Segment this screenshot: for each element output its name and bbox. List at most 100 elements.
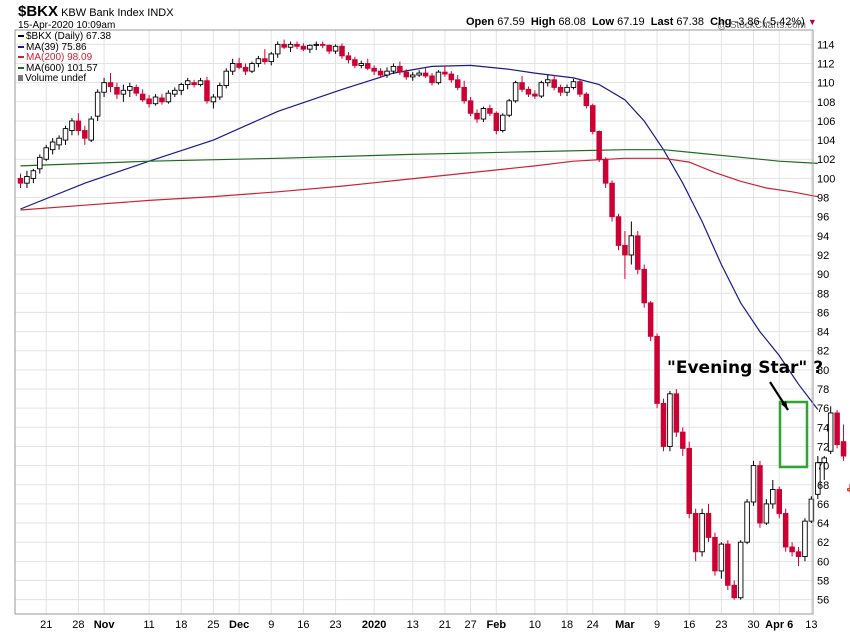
x-tick-label: 21 [439,619,451,631]
candle [397,65,403,73]
candle [217,85,223,98]
candle [680,431,686,449]
candle [500,114,506,131]
candle [319,43,326,46]
plot-frame [14,29,814,615]
candle [487,108,493,114]
y-tick-label: 86 [817,307,829,319]
open-label: Open [466,16,495,28]
candle [422,72,429,77]
candle [37,156,43,170]
candle [274,43,281,55]
candle [461,86,467,102]
candle [590,105,596,132]
x-tick-label: 25 [207,619,219,631]
candle [686,447,692,514]
candle [583,93,590,107]
candle [49,141,56,151]
candle [770,489,776,505]
candle [718,543,725,572]
y-tick-label: 70 [817,461,829,473]
candle [628,235,635,256]
candle [757,465,763,524]
y-tick-label: 102 [817,154,835,166]
candle [24,176,30,184]
y-tick-label: 84 [817,327,829,339]
candle [43,147,49,160]
candle [467,100,474,114]
candle [120,89,127,95]
candle [506,100,512,116]
candle [570,81,577,88]
y-tick-label: 56 [817,595,829,607]
candle [255,58,262,64]
candle [268,53,275,63]
candle [815,462,821,495]
x-tick-label: 23 [715,619,727,631]
candle [82,130,88,139]
candle [133,86,139,94]
x-tick-label: 21 [40,619,52,631]
high-value: 68.08 [558,16,586,28]
y-tick-label: 90 [817,269,829,281]
y-tick-label: 68 [817,480,829,492]
candle [345,55,352,61]
quote-bar: Open 67.59 High 68.08 Low 67.19 Last 67.… [466,16,817,28]
candle [339,45,345,57]
candle [197,80,204,86]
legend-swatch-icon [18,56,24,59]
candle [667,393,673,447]
candle [262,58,268,63]
candle [827,412,834,452]
legend-item-price: $BKX (Daily) 67.38 [18,31,111,43]
y-tick-label: 64 [817,518,829,530]
candle [635,235,641,270]
candle [699,513,705,553]
y-tick-label: 110 [817,78,835,90]
candle [442,71,448,75]
y-tick-label: 78 [817,384,829,396]
x-tick-label: 30 [747,619,759,631]
high-label: High [530,16,556,28]
candle [705,513,712,538]
y-tick-label: 76 [817,403,829,415]
candle [313,43,320,46]
candle [532,93,538,97]
candle [287,43,294,48]
annotation-text: "Evening Star" ? [667,358,823,378]
candle [210,96,217,103]
candle [377,70,384,76]
y-tick-label: 106 [817,116,835,128]
x-tick-label: Nov [94,619,116,631]
candle [94,91,101,117]
candle [641,268,647,304]
candle [596,131,602,160]
candle [551,79,557,88]
y-tick-label: 114 [817,39,835,51]
candle [725,543,731,586]
candle [525,88,532,95]
candle [300,45,307,50]
candle [184,80,191,86]
candle [107,82,114,87]
candle [429,75,435,84]
y-tick-label: 100 [817,173,835,185]
candle [223,70,230,86]
candle [17,177,24,184]
candle [88,118,94,141]
candle [660,402,667,447]
candle [172,89,178,95]
candle [750,465,757,503]
legend: $BKX (Daily) 67.38 MA(39) 75.86 MA(200) … [18,31,111,85]
candle [146,98,152,105]
legend-item-volume: Volume undef [18,73,111,85]
x-tick-label: Mar [615,619,635,631]
x-tick-label: Dec [229,619,249,631]
candle [834,412,840,445]
down-arrow-icon: ▼ [807,17,817,27]
timestamp: 15-Apr-2020 10:09am [18,20,116,31]
candle [416,72,422,76]
legend-swatch-icon [18,66,24,69]
y-axis-labels: 56 58 60 62 64 66 68 70 72 74 76 78 80 82 84 86 88 90 92 94… [817,39,835,606]
